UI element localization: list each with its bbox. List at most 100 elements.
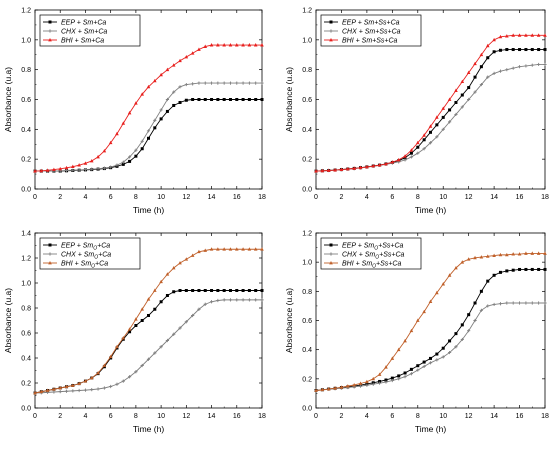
data-point [460, 79, 465, 83]
data-point [228, 81, 233, 85]
data-point [235, 298, 239, 302]
data-point [454, 345, 458, 349]
data-point [460, 105, 464, 109]
data-point [48, 252, 52, 256]
data-point [83, 388, 88, 392]
data-point [184, 320, 188, 324]
series-1 [314, 267, 547, 392]
y-tick-label: 0.0 [21, 187, 31, 194]
data-point [441, 127, 445, 131]
data-point [222, 298, 226, 302]
x-tick-label: 18 [541, 413, 549, 420]
data-point [329, 261, 333, 265]
data-point [127, 327, 132, 331]
data-point [153, 288, 157, 292]
series-1 [314, 48, 547, 173]
x-axis-title: Time (h) [415, 205, 446, 215]
data-point [390, 378, 394, 383]
y-tick-label: 1.2 [302, 231, 312, 238]
data-point [33, 169, 37, 173]
data-point [216, 98, 220, 101]
y-tick-label: 0.2 [21, 381, 31, 388]
data-point [384, 380, 388, 384]
data-point [326, 168, 331, 172]
data-point [396, 347, 401, 352]
legend: EEP + Sm+Ca CHX + Sm+Ca BHI + Sm+Ca [39, 14, 141, 47]
data-point [197, 81, 201, 85]
legend-label: BHI + SmO+Ca [61, 261, 108, 270]
data-point [543, 48, 547, 52]
data-point [159, 117, 163, 121]
data-point [435, 358, 439, 362]
series-line [315, 269, 545, 391]
data-point [416, 145, 420, 149]
data-point [428, 299, 433, 303]
data-point [222, 289, 226, 292]
data-point [403, 156, 407, 160]
data-point [45, 168, 50, 172]
data-point [191, 82, 195, 86]
data-point [197, 307, 201, 311]
data-point [396, 157, 401, 162]
data-point [435, 290, 439, 295]
y-tick-label: 0.6 [302, 97, 312, 104]
data-point [314, 388, 318, 392]
data-point [492, 273, 496, 277]
legend-label: EEP + SmO+Ca [61, 243, 110, 252]
data-point [64, 389, 69, 393]
data-point [428, 124, 433, 128]
data-point [537, 62, 541, 67]
data-point [140, 319, 144, 322]
data-point [403, 375, 407, 379]
data-point [241, 81, 245, 85]
data-point [511, 33, 515, 37]
x-tick-label: 2 [339, 194, 343, 201]
data-point [184, 289, 188, 292]
legend-label: EEP + Sm+Ss+Ca [342, 20, 400, 27]
x-tick-label: 10 [439, 194, 447, 201]
data-point [71, 389, 75, 393]
y-tick-label: 1.2 [21, 8, 31, 15]
data-point [39, 168, 44, 173]
data-point [498, 252, 503, 257]
x-tick-label: 12 [465, 413, 473, 420]
data-point [492, 253, 496, 258]
data-point [77, 388, 81, 393]
x-tick-label: 16 [233, 413, 241, 420]
data-point [184, 82, 188, 87]
data-point [498, 270, 502, 274]
data-point [466, 257, 471, 261]
data-point [140, 92, 144, 96]
x-tick-label: 16 [233, 194, 241, 201]
data-point [505, 252, 509, 257]
x-tick-label: 18 [258, 413, 266, 420]
data-point [52, 387, 56, 391]
data-point [203, 81, 207, 85]
legend-label: BHI + Sm+Ss+Ca [342, 38, 398, 45]
data-point [140, 307, 144, 311]
data-point [473, 61, 477, 66]
data-point [517, 65, 522, 69]
data-point [435, 123, 439, 127]
data-point [197, 289, 201, 292]
y-tick-label: 0.6 [21, 331, 31, 338]
data-point [498, 69, 503, 73]
y-tick-label: 0.6 [21, 97, 31, 104]
data-point [178, 58, 182, 63]
data-point [58, 386, 63, 390]
x-axis-title: Time (h) [133, 424, 164, 434]
data-point [235, 81, 239, 85]
data-point [473, 318, 477, 323]
legend-box [320, 237, 422, 270]
data-point [492, 71, 496, 75]
x-axis-title: Time (h) [133, 205, 164, 215]
data-point [203, 98, 207, 101]
data-point [403, 158, 407, 162]
data-point [378, 379, 382, 383]
data-point [530, 48, 534, 52]
data-point [467, 97, 471, 102]
data-point [416, 368, 420, 372]
data-point [384, 161, 388, 166]
series-line [315, 252, 545, 391]
data-point [346, 167, 350, 171]
